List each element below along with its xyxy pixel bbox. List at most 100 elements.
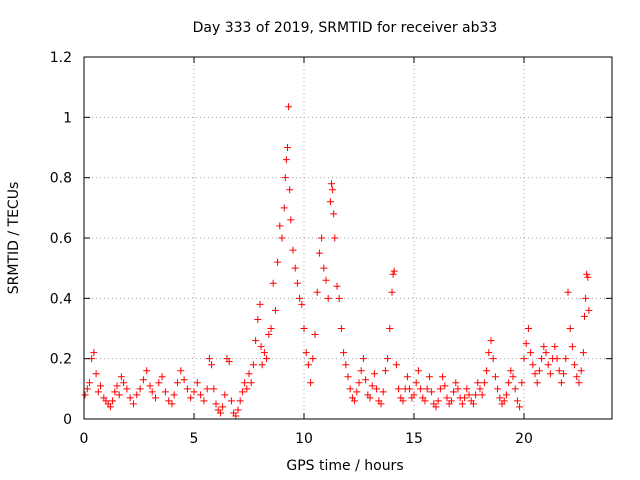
- data-point: [582, 294, 590, 302]
- y-tick-label: 0.6: [50, 231, 72, 247]
- data-point: [313, 288, 321, 296]
- data-point: [373, 385, 381, 393]
- data-point: [529, 361, 537, 369]
- data-point: [249, 361, 257, 369]
- data-point: [555, 367, 563, 375]
- gridlines: [84, 57, 612, 419]
- data-point: [542, 349, 550, 357]
- data-point: [560, 370, 568, 378]
- data-point: [494, 385, 502, 393]
- x-tick-label: 20: [515, 431, 533, 447]
- data-point: [487, 337, 495, 345]
- data-point: [168, 400, 176, 408]
- data-point: [551, 343, 559, 351]
- data-point: [351, 397, 359, 405]
- data-point: [174, 379, 181, 387]
- data-point: [344, 373, 352, 381]
- data-point: [395, 385, 403, 393]
- data-point: [355, 379, 363, 387]
- data-point: [533, 379, 541, 387]
- data-point: [410, 391, 418, 399]
- data-point: [293, 279, 301, 287]
- data-point: [158, 373, 166, 381]
- data-point: [389, 270, 397, 278]
- data-point: [304, 361, 312, 369]
- data-point: [377, 400, 385, 408]
- data-point: [267, 325, 275, 332]
- data-point: [527, 349, 535, 357]
- data-point: [324, 294, 332, 302]
- data-point: [483, 367, 491, 375]
- data-point: [386, 325, 394, 332]
- y-axis-label: SRMTID / TECUs: [6, 182, 22, 295]
- data-point: [106, 403, 114, 411]
- x-tick-label: 15: [405, 431, 423, 447]
- data-point: [417, 385, 425, 393]
- data-point: [331, 234, 339, 242]
- data-point: [535, 367, 543, 375]
- data-point: [564, 288, 572, 296]
- data-point: [92, 370, 100, 378]
- data-point: [452, 379, 460, 387]
- data-point: [491, 373, 499, 381]
- data-point: [200, 397, 208, 405]
- data-point: [232, 412, 240, 420]
- data-point: [208, 361, 216, 369]
- data-point: [511, 385, 519, 393]
- data-point: [286, 186, 294, 194]
- data-point: [399, 397, 407, 405]
- data-point: [177, 367, 185, 375]
- data-point: [193, 379, 201, 387]
- data-point: [97, 382, 104, 390]
- data-point: [307, 379, 315, 387]
- data-point: [553, 355, 561, 363]
- data-point: [139, 376, 147, 384]
- y-tick-label: 0.8: [50, 171, 72, 187]
- data-point: [274, 258, 282, 266]
- data-point: [243, 385, 251, 393]
- data-point: [518, 379, 526, 387]
- data-point: [342, 361, 350, 369]
- data-point: [496, 394, 504, 402]
- data-point: [524, 325, 532, 332]
- data-point: [480, 379, 488, 387]
- data-point: [278, 234, 286, 242]
- data-point: [187, 394, 195, 402]
- data-point: [258, 361, 266, 369]
- data-point: [252, 337, 260, 345]
- x-axis-tick-labels: 0 5 10 15 20: [80, 431, 533, 447]
- data-point: [500, 397, 508, 405]
- data-point: [289, 246, 297, 254]
- data-point: [86, 379, 93, 387]
- data-point: [474, 379, 482, 387]
- data-point: [585, 306, 593, 314]
- data-point: [263, 355, 271, 363]
- data-point: [583, 270, 591, 278]
- data-point: [309, 355, 317, 363]
- data-point: [412, 379, 420, 387]
- data-point: [281, 174, 289, 182]
- data-point: [362, 376, 370, 384]
- data-point: [183, 385, 191, 393]
- data-point: [381, 367, 389, 375]
- data-point: [155, 379, 163, 387]
- data-point: [234, 406, 242, 414]
- data-point: [322, 276, 330, 284]
- data-point: [450, 388, 458, 396]
- data-point: [584, 273, 592, 281]
- data-point: [333, 282, 341, 290]
- data-point: [170, 391, 178, 399]
- data-point: [165, 397, 173, 405]
- data-point: [152, 394, 159, 402]
- y-tick-label: 0: [63, 412, 72, 428]
- data-point: [111, 388, 119, 396]
- data-point: [241, 379, 249, 387]
- data-point: [203, 385, 211, 393]
- data-point: [505, 379, 513, 387]
- data-point: [291, 264, 299, 272]
- data-point: [390, 267, 398, 275]
- data-point: [117, 373, 125, 381]
- data-point: [454, 385, 462, 393]
- data-point: [436, 385, 444, 393]
- data-point: [469, 400, 477, 408]
